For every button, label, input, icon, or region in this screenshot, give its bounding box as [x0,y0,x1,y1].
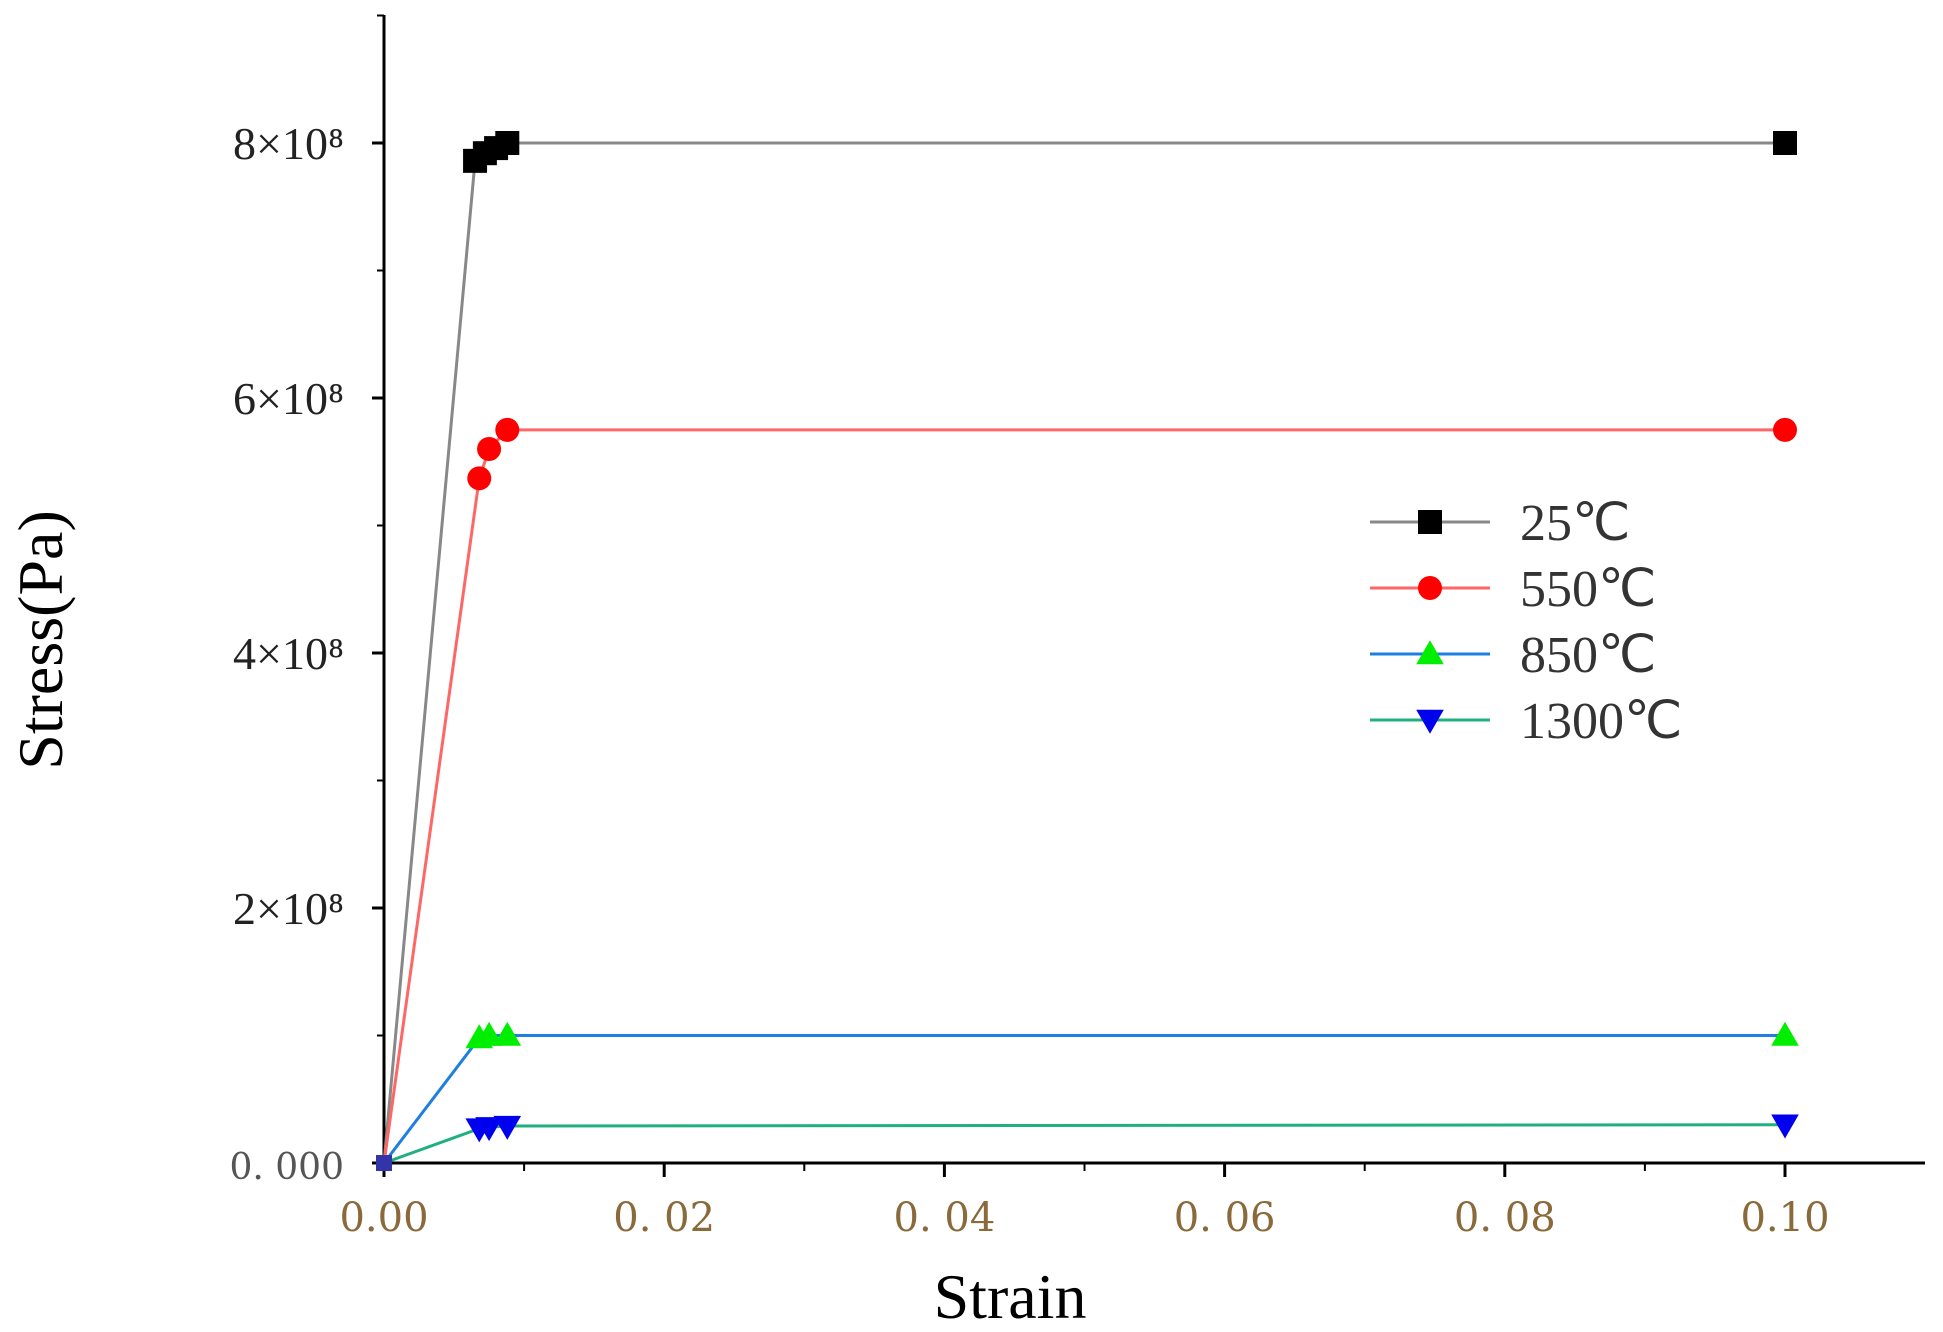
data-point [493,1115,522,1140]
y-axis-title: Stress(Pa) [5,510,76,770]
y-tick-label: 6×10⁸ [233,373,344,424]
x-tick-label: 0. 02 [613,1195,715,1241]
legend-marker [1416,640,1444,665]
legend-label: 850℃ [1520,627,1656,684]
series-3 [376,1114,1799,1171]
series-line [382,1034,1785,1164]
legend-label: 25℃ [1520,495,1630,552]
ticks: 0.00 0. 02 0. 04 0. 06 0. 08 0.10 0. 000 2×10⁸ 4… [229,14,1830,1241]
series-2 [376,1021,1799,1171]
y-tick-label: 0. 000 [229,1147,344,1188]
x-tick-label: 0. 08 [1454,1195,1556,1241]
series [376,131,1799,1171]
data-point [1773,417,1797,442]
legend-label: 1300℃ [1520,693,1682,750]
x-tick-label: 0. 06 [1174,1195,1276,1241]
legend-marker [1418,576,1442,600]
legend-item: 25℃ [1370,495,1630,552]
legend-item: 1300℃ [1370,693,1682,750]
data-point [1773,131,1797,155]
data-point [475,1117,503,1142]
legend-item: 550℃ [1370,561,1656,618]
data-point [495,131,520,155]
x-axis-title: Strain [934,1261,1087,1332]
x-tick-label: 0.10 [1740,1195,1829,1241]
legend-marker [1418,510,1442,534]
data-point [1771,1114,1799,1139]
data-point [467,466,492,491]
data-point [1771,1021,1799,1046]
data-point [477,437,502,461]
x-tick-label: 0. 04 [894,1195,996,1241]
legend-marker [1416,709,1444,734]
y-tick-label: 4×10⁸ [233,628,344,679]
data-point [495,417,520,442]
y-tick-label: 2×10⁸ [233,883,344,934]
legend: 25℃ 550℃ 850℃ 1300℃ [1370,495,1682,750]
series-0 [376,131,1797,1171]
data-point [475,1021,503,1046]
series-line [383,1123,1786,1165]
legend-label: 550℃ [1520,561,1656,618]
legend-item: 850℃ [1370,627,1656,684]
data-point-origin [376,1155,392,1171]
data-point [493,1021,522,1046]
y-tick-label: 8×10⁸ [233,118,344,169]
axes [382,15,1925,1165]
x-tick-label: 0.00 [339,1195,428,1241]
